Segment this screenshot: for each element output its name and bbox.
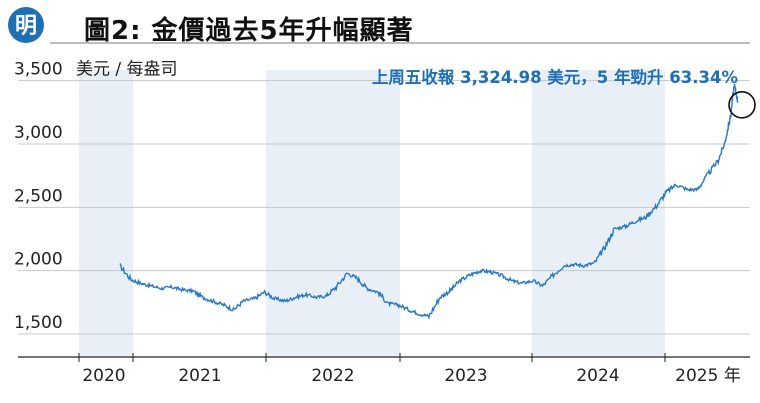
gridlines (18, 80, 750, 335)
y-tick-label: 2,000 (14, 250, 63, 270)
x-tick-label: 2025 年 (675, 366, 741, 386)
price-annotation: 上周五收報 3,324.98 美元，5 年勁升 63.34% (372, 67, 739, 87)
y-axis-label: 美元 / 每盎司 (76, 60, 178, 80)
latest-price-circle (728, 91, 756, 119)
year-bands (79, 70, 665, 356)
year-band-0 (79, 70, 133, 356)
ming-pao-logo-icon: 明 (8, 7, 44, 43)
y-tick-label: 1,500 (14, 313, 63, 333)
x-tick-label: 2022 (311, 366, 354, 386)
year-band-1 (266, 70, 400, 356)
x-tick-label: 2021 (178, 366, 221, 386)
x-axis: 2020 2021 2022 2023 2024 2025 年 (18, 353, 750, 386)
gold-price-line (119, 83, 739, 320)
chart-header: 明 圖2: 金價過去5年升幅顯著 (0, 0, 760, 58)
x-tick-label: 2023 (444, 366, 487, 386)
x-tick-label: 2024 (576, 366, 619, 386)
y-tick-label: 3,000 (14, 123, 63, 143)
year-band-2 (532, 70, 665, 356)
y-tick-label: 2,500 (14, 186, 63, 206)
y-tick-labels: 1,500 2,000 2,500 3,000 3,500 (14, 60, 63, 333)
logo-char: 明 (15, 14, 37, 39)
x-tick-label: 2020 (82, 366, 125, 386)
y-tick-label: 3,500 (14, 60, 63, 80)
title-divider (50, 42, 750, 44)
chart-title: 圖2: 金價過去5年升幅顯著 (84, 16, 414, 46)
